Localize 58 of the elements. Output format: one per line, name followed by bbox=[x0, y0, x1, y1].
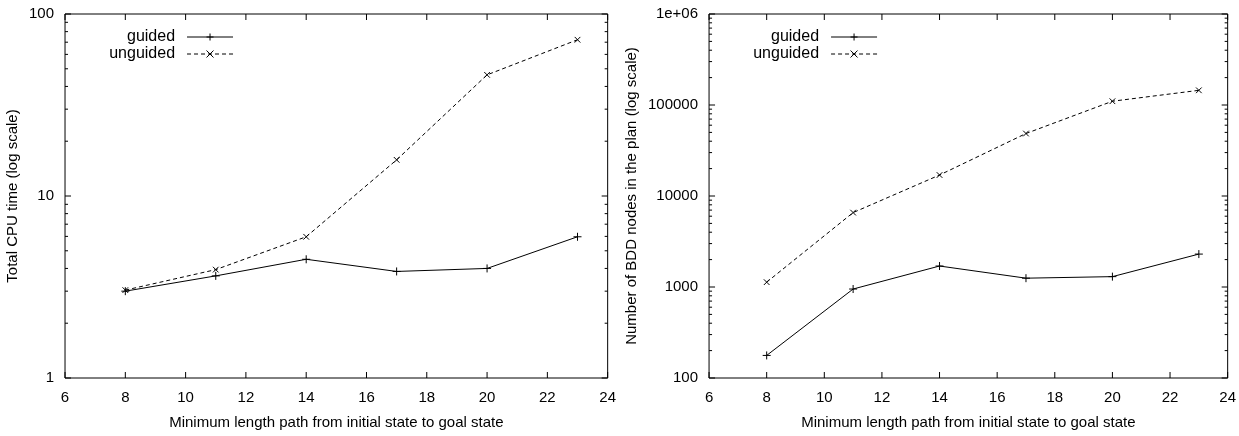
x-tick-label: 14 bbox=[297, 388, 315, 406]
point bbox=[1195, 86, 1203, 94]
legend-label: guided bbox=[126, 27, 176, 45]
y-tick-label: 1 bbox=[45, 368, 55, 386]
point bbox=[936, 171, 943, 179]
point bbox=[482, 263, 492, 273]
x-axis-title: Minimum length path from initial state to goal state bbox=[801, 413, 1136, 431]
x-axis-title: Minimum length path from initial state to goal state bbox=[169, 413, 504, 431]
point bbox=[763, 278, 771, 286]
legend-label: guided bbox=[771, 27, 820, 45]
point bbox=[301, 254, 311, 264]
point bbox=[848, 284, 858, 294]
point bbox=[1022, 130, 1030, 137]
y-tick-label: 100 bbox=[673, 368, 699, 386]
x-tick-label: 20 bbox=[478, 388, 496, 406]
x-tick-label: 24 bbox=[1219, 388, 1236, 406]
x-tick-label: 24 bbox=[599, 388, 616, 406]
y-axis-title: Number of BDD nodes in the plan (log scale) bbox=[622, 47, 640, 345]
point bbox=[393, 156, 400, 164]
y-tick-label: 10000 bbox=[656, 186, 699, 204]
x-tick-label: 22 bbox=[539, 388, 556, 406]
x-tick-label: 22 bbox=[1161, 388, 1179, 406]
point bbox=[1109, 97, 1116, 105]
x-tick-label: 16 bbox=[358, 388, 375, 406]
y-tick-label: 100000 bbox=[647, 95, 699, 113]
x-tick-label: 14 bbox=[931, 388, 948, 406]
x-tick-label: 8 bbox=[762, 388, 771, 406]
point bbox=[211, 271, 221, 281]
x-tick-label: 6 bbox=[704, 388, 714, 406]
x-tick-label: 16 bbox=[988, 388, 1006, 406]
point bbox=[212, 266, 220, 273]
y-tick-label: 100 bbox=[29, 4, 55, 22]
x-tick-label: 18 bbox=[418, 388, 436, 406]
x-tick-label: 20 bbox=[1104, 388, 1121, 406]
point bbox=[302, 233, 310, 241]
point bbox=[935, 261, 945, 271]
point bbox=[849, 209, 857, 216]
y-tick-label: 1000 bbox=[664, 277, 699, 295]
point bbox=[1194, 249, 1204, 259]
point bbox=[392, 266, 402, 276]
point bbox=[574, 36, 581, 44]
point bbox=[762, 350, 772, 360]
x-tick-label: 12 bbox=[237, 388, 255, 406]
x-tick-label: 12 bbox=[873, 388, 891, 406]
point bbox=[1021, 273, 1031, 283]
y-tick-label: 1e+06 bbox=[655, 4, 699, 22]
point bbox=[1107, 272, 1117, 282]
x-tick-label: 6 bbox=[60, 388, 70, 406]
point bbox=[573, 232, 583, 242]
legend-label: unguided bbox=[109, 44, 176, 62]
x-tick-label: 8 bbox=[121, 388, 130, 406]
x-tick-label: 10 bbox=[177, 388, 194, 406]
point bbox=[483, 71, 491, 79]
x-tick-label: 10 bbox=[815, 388, 833, 406]
y-axis-title: Total CPU time (log scale) bbox=[3, 109, 21, 283]
y-tick-label: 10 bbox=[37, 186, 55, 204]
x-tick-label: 18 bbox=[1046, 388, 1064, 406]
legend-label: unguided bbox=[753, 44, 820, 62]
